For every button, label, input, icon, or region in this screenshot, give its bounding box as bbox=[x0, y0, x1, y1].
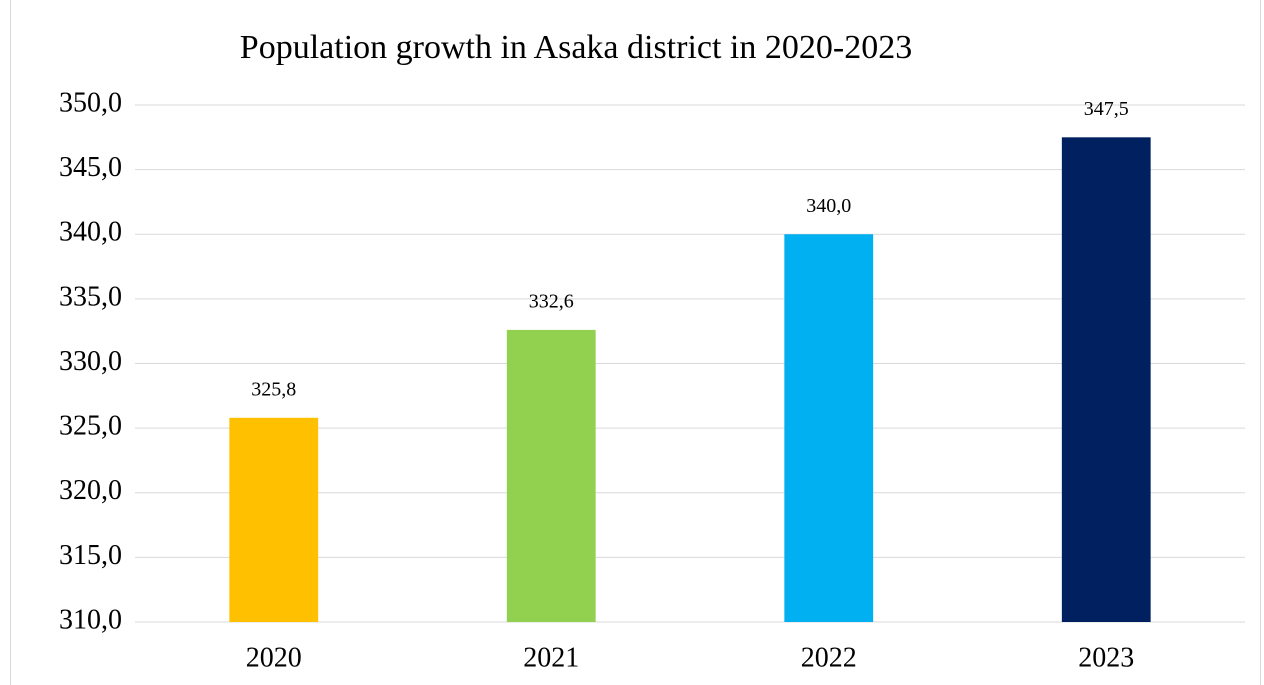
y-tick-label: 340,0 bbox=[59, 217, 122, 248]
y-tick-label: 345,0 bbox=[59, 152, 122, 183]
data-label: 325,8 bbox=[251, 378, 296, 400]
bar bbox=[1061, 137, 1151, 622]
data-label: 332,6 bbox=[529, 290, 574, 312]
x-tick-label: 2022 bbox=[801, 642, 857, 673]
bar bbox=[506, 329, 596, 622]
x-tick-label: 2021 bbox=[523, 642, 579, 673]
chart-title: Population growth in Asaka district in 2… bbox=[240, 29, 912, 66]
y-tick-label: 335,0 bbox=[59, 281, 122, 312]
y-tick-label: 315,0 bbox=[59, 540, 122, 571]
data-label: 340,0 bbox=[806, 195, 851, 217]
bar bbox=[784, 234, 874, 622]
chart-frame bbox=[10, 0, 1261, 685]
y-tick-label: 320,0 bbox=[59, 475, 122, 506]
y-tick-label: 310,0 bbox=[59, 604, 122, 635]
x-tick-label: 2020 bbox=[246, 642, 302, 673]
y-tick-label: 325,0 bbox=[59, 411, 122, 442]
bar bbox=[229, 417, 319, 622]
x-tick-label: 2023 bbox=[1078, 642, 1134, 673]
y-tick-label: 330,0 bbox=[59, 346, 122, 377]
y-tick-label: 350,0 bbox=[59, 87, 122, 118]
data-label: 347,5 bbox=[1084, 98, 1129, 120]
